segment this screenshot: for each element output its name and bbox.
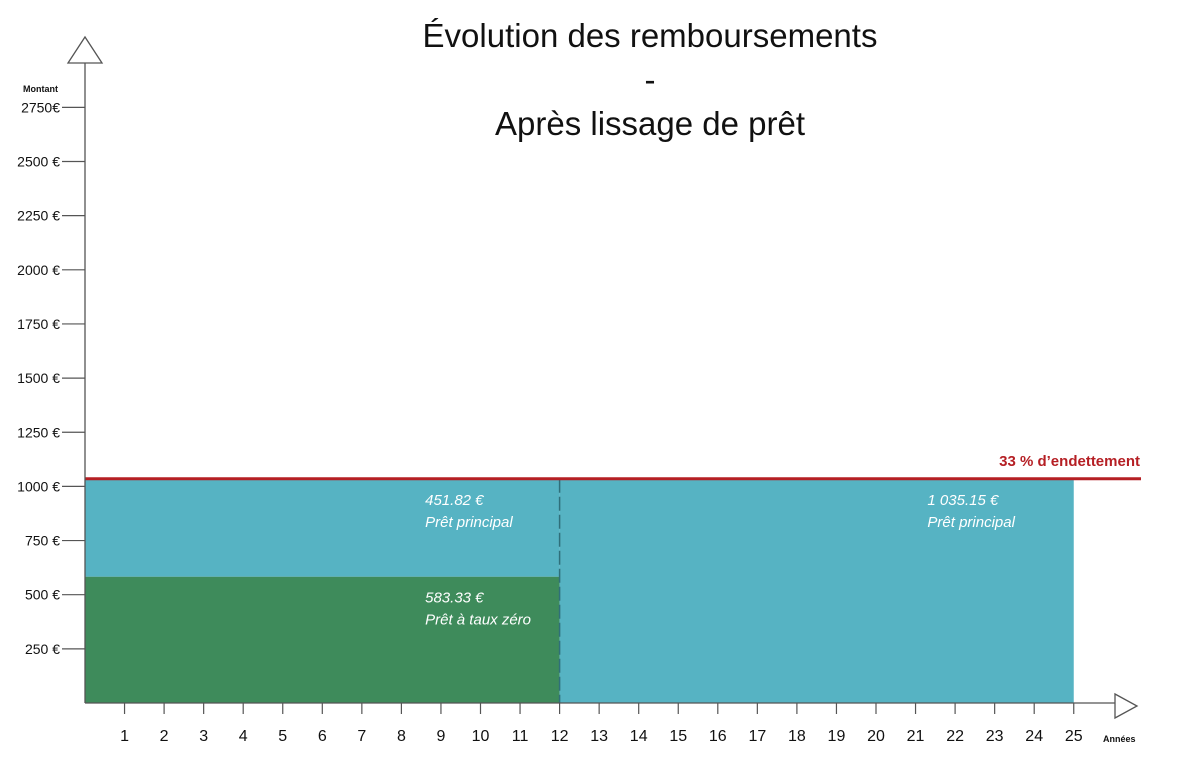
y-tick-label: 250 € (25, 641, 60, 657)
y-tick-label: 2750€ (21, 99, 60, 115)
name-label-principal_p2: Prêt principal (927, 514, 1015, 531)
x-tick-label: 16 (709, 728, 727, 745)
chart-title-line-1: Évolution des remboursements (422, 17, 878, 54)
chart-title-line-2: - (644, 61, 656, 98)
x-tick-label: 14 (630, 728, 648, 745)
x-tick-label: 25 (1065, 728, 1083, 745)
x-tick-label: 24 (1025, 728, 1043, 745)
x-tick-label: 22 (946, 728, 964, 745)
chart-title: Évolution des remboursements - Après lis… (340, 14, 960, 146)
x-tick-label: 17 (748, 728, 766, 745)
y-tick-label: 750 € (25, 533, 60, 549)
x-tick-label: 12 (551, 728, 569, 745)
x-tick-label: 19 (828, 728, 846, 745)
x-axis-arrow-icon (1114, 692, 1139, 720)
x-tick-label: 13 (590, 728, 608, 745)
x-tick-label: 6 (318, 728, 327, 745)
x-axis-label: Années (1103, 734, 1136, 744)
x-tick-label: 21 (907, 728, 925, 745)
x-tick-label: 9 (436, 728, 445, 745)
y-tick-label: 2000 € (17, 262, 60, 278)
x-tick-label: 2 (160, 728, 169, 745)
y-tick-label: 1500 € (17, 370, 60, 386)
chart-title-line-3: Après lissage de prêt (494, 105, 805, 142)
y-tick-label: 2500 € (17, 154, 60, 170)
value-label-taux_zero_p1: 583.33 € (425, 590, 484, 607)
y-tick-label: 2250 € (17, 208, 60, 224)
x-tick-label: 10 (472, 728, 490, 745)
y-tick-label: 500 € (25, 587, 60, 603)
value-label-principal_p1: 451.82 € (425, 492, 484, 509)
x-tick-label: 3 (199, 728, 208, 745)
area-principal_p2 (559, 478, 1074, 703)
x-tick-label: 15 (669, 728, 687, 745)
y-tick-label: 1750 € (17, 316, 60, 332)
area-taux_zero_p1 (85, 576, 560, 703)
value-label-principal_p2: 1 035.15 € (927, 492, 999, 509)
x-tick-label: 5 (278, 728, 287, 745)
x-tick-label: 18 (788, 728, 806, 745)
x-tick-label: 4 (239, 728, 248, 745)
y-tick-label: 1250 € (17, 424, 60, 440)
x-tick-label: 11 (512, 728, 529, 745)
y-tick-label: 1000 € (17, 478, 60, 494)
debt-limit-label: 33 % d’endettement (999, 453, 1140, 470)
x-tick-label: 20 (867, 728, 885, 745)
y-axis-arrow-icon (66, 35, 104, 64)
x-tick-label: 1 (120, 728, 129, 745)
name-label-taux_zero_p1: Prêt à taux zéro (425, 612, 531, 629)
y-axis-label: Montant (23, 84, 58, 94)
name-label-principal_p1: Prêt principal (425, 514, 513, 531)
x-tick-label: 7 (357, 728, 366, 745)
x-tick-label: 23 (986, 728, 1004, 745)
area-principal_p1 (85, 478, 560, 577)
x-tick-label: 8 (397, 728, 406, 745)
